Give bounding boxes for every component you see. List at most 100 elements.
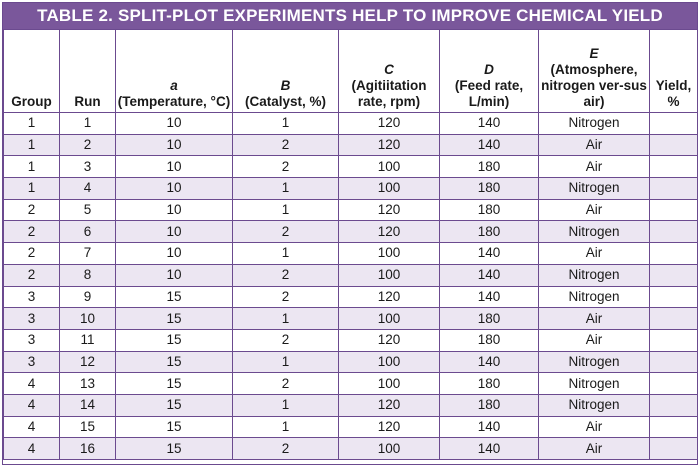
cell-e: Nitrogen xyxy=(538,393,650,417)
cell-yield xyxy=(649,112,698,135)
cell-group: 4 xyxy=(3,415,60,439)
cell-a: 15 xyxy=(115,393,233,417)
table-header: Group Run a (Temperature, °C) B (Catalys… xyxy=(3,29,698,113)
cell-b: 1 xyxy=(232,393,339,417)
cell-e: Nitrogen xyxy=(538,263,650,287)
header-row: Group Run a (Temperature, °C) B (Catalys… xyxy=(3,29,698,113)
header-e-symbol: E xyxy=(589,46,599,61)
cell-a: 10 xyxy=(115,263,233,287)
header-d-symbol: D xyxy=(484,62,494,77)
cell-d: 180 xyxy=(439,220,539,244)
cell-d: 180 xyxy=(439,177,539,200)
cell-group: 2 xyxy=(3,220,60,244)
cell-b: 1 xyxy=(232,112,339,135)
cell-group: 1 xyxy=(3,155,60,179)
cell-c: 100 xyxy=(338,350,440,374)
cell-a: 10 xyxy=(115,112,233,135)
cell-c: 100 xyxy=(338,307,440,330)
cell-d: 140 xyxy=(439,112,539,135)
header-yield-label: Yield, % xyxy=(655,78,692,109)
cell-run: 8 xyxy=(59,263,116,287)
cell-c: 120 xyxy=(338,198,440,222)
header-b-symbol: B xyxy=(280,78,291,93)
cell-run: 4 xyxy=(59,177,116,200)
header-group: Group xyxy=(3,29,60,113)
table-body: 1 1 10 1 120 140 Nitrogen 1 2 10 2 120 140 Air 1 3 10 2 10… xyxy=(3,112,698,460)
table-row: 2 8 10 2 100 140 Nitrogen xyxy=(3,263,698,287)
cell-e: Nitrogen xyxy=(538,285,650,309)
cell-c: 120 xyxy=(338,133,440,157)
cell-b: 1 xyxy=(232,177,339,200)
cell-yield xyxy=(649,220,698,244)
header-b: B (Catalyst, %) xyxy=(232,29,339,113)
cell-d: 180 xyxy=(439,393,539,417)
table-row: 3 9 15 2 120 140 Nitrogen xyxy=(3,285,698,309)
cell-b: 2 xyxy=(232,133,339,157)
cell-run: 7 xyxy=(59,242,116,265)
cell-c: 120 xyxy=(338,285,440,309)
table-row: 3 11 15 2 120 180 Air xyxy=(3,328,698,352)
cell-b: 2 xyxy=(232,372,339,395)
cell-group: 4 xyxy=(3,437,60,460)
header-run-label: Run xyxy=(74,94,101,109)
header-d-label: (Feed rate, L/min) xyxy=(454,78,524,109)
cell-d: 180 xyxy=(439,307,539,330)
cell-e: Nitrogen xyxy=(538,112,650,135)
cell-a: 15 xyxy=(115,372,233,395)
cell-b: 2 xyxy=(232,328,339,352)
cell-a: 15 xyxy=(115,285,233,309)
cell-a: 10 xyxy=(115,198,233,222)
cell-c: 100 xyxy=(338,242,440,265)
cell-e: Air xyxy=(538,198,650,222)
cell-group: 1 xyxy=(3,177,60,200)
cell-d: 140 xyxy=(439,415,539,439)
cell-yield xyxy=(649,372,698,395)
cell-e: Air xyxy=(538,155,650,179)
cell-e: Air xyxy=(538,437,650,460)
cell-group: 3 xyxy=(3,307,60,330)
header-a: a (Temperature, °C) xyxy=(115,29,233,113)
cell-b: 2 xyxy=(232,437,339,460)
cell-d: 180 xyxy=(439,328,539,352)
cell-run: 13 xyxy=(59,372,116,395)
cell-a: 15 xyxy=(115,437,233,460)
cell-c: 120 xyxy=(338,393,440,417)
cell-e: Air xyxy=(538,415,650,439)
table-row: 4 14 15 1 120 180 Nitrogen xyxy=(3,393,698,417)
cell-c: 120 xyxy=(338,415,440,439)
cell-yield xyxy=(649,328,698,352)
cell-group: 1 xyxy=(3,133,60,157)
header-c-symbol: C xyxy=(384,62,394,77)
cell-e: Air xyxy=(538,328,650,352)
cell-b: 1 xyxy=(232,242,339,265)
cell-a: 10 xyxy=(115,220,233,244)
cell-run: 11 xyxy=(59,328,116,352)
cell-d: 140 xyxy=(439,133,539,157)
cell-a: 10 xyxy=(115,133,233,157)
cell-b: 1 xyxy=(232,198,339,222)
cell-d: 140 xyxy=(439,437,539,460)
cell-c: 100 xyxy=(338,155,440,179)
cell-group: 2 xyxy=(3,242,60,265)
cell-a: 15 xyxy=(115,415,233,439)
cell-yield xyxy=(649,263,698,287)
cell-group: 4 xyxy=(3,393,60,417)
header-a-symbol: a xyxy=(170,78,178,93)
cell-run: 5 xyxy=(59,198,116,222)
cell-run: 2 xyxy=(59,133,116,157)
table-row: 1 2 10 2 120 140 Air xyxy=(3,133,698,157)
table-row: 2 6 10 2 120 180 Nitrogen xyxy=(3,220,698,244)
cell-b: 1 xyxy=(232,307,339,330)
cell-e: Nitrogen xyxy=(538,177,650,200)
cell-e: Air xyxy=(538,133,650,157)
cell-group: 3 xyxy=(3,328,60,352)
cell-yield xyxy=(649,437,698,460)
header-c-label: (Agitiitation rate, rpm) xyxy=(351,78,427,109)
cell-a: 10 xyxy=(115,242,233,265)
cell-e: Air xyxy=(538,307,650,330)
cell-group: 2 xyxy=(3,198,60,222)
cell-yield xyxy=(649,285,698,309)
table-row: 1 1 10 1 120 140 Nitrogen xyxy=(3,112,698,135)
cell-yield xyxy=(649,393,698,417)
table-row: 4 16 15 2 100 140 Air xyxy=(3,437,698,460)
